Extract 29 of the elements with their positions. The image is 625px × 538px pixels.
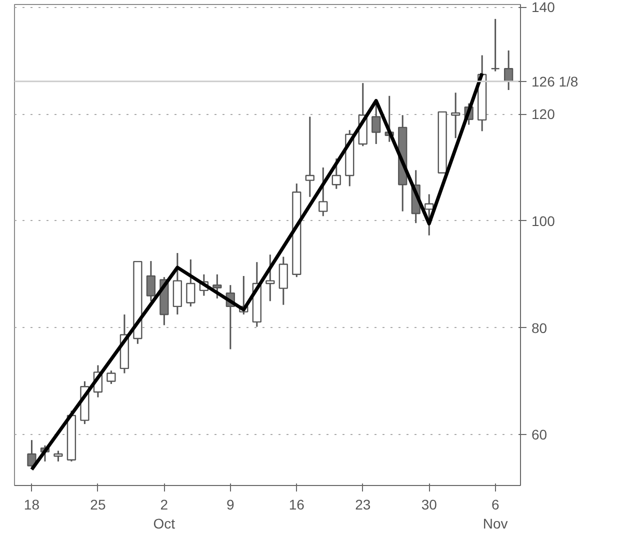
candlestick: [146, 260, 156, 302]
candlestick: [27, 439, 36, 468]
y-tick-label: 100: [532, 212, 556, 229]
candlestick: [305, 116, 314, 198]
x-tick-label: 25: [90, 496, 106, 512]
candlestick: [451, 92, 460, 139]
x-tick-label: 30: [421, 496, 438, 512]
y-tick-label: 120: [532, 106, 556, 122]
x-tick-label: 2 Oct: [153, 496, 176, 532]
candlestick: [490, 18, 500, 72]
candlestick: [318, 166, 328, 217]
y-tick-label: 80: [532, 320, 548, 336]
candlestick: [332, 158, 341, 190]
x-tick-label: 18: [24, 496, 40, 512]
x-tick-label: 9: [226, 496, 235, 512]
y-tick-label: 60: [532, 426, 548, 443]
candlestick: [266, 254, 275, 302]
candlestick: [212, 274, 222, 300]
x-tick-label: 23: [355, 496, 371, 512]
candlestick: [424, 193, 434, 236]
ref-line-label: 126 1/8: [532, 73, 578, 90]
candlestick: [186, 258, 196, 308]
x-tick-label: 6 Nov: [482, 496, 508, 532]
candlestick: [372, 102, 381, 145]
candlestick: [106, 370, 116, 385]
candlestick: [54, 450, 63, 462]
x-tick-label: 16: [288, 496, 305, 512]
line-series: [30, 72, 484, 472]
y-tick-label: 140: [532, 0, 556, 16]
